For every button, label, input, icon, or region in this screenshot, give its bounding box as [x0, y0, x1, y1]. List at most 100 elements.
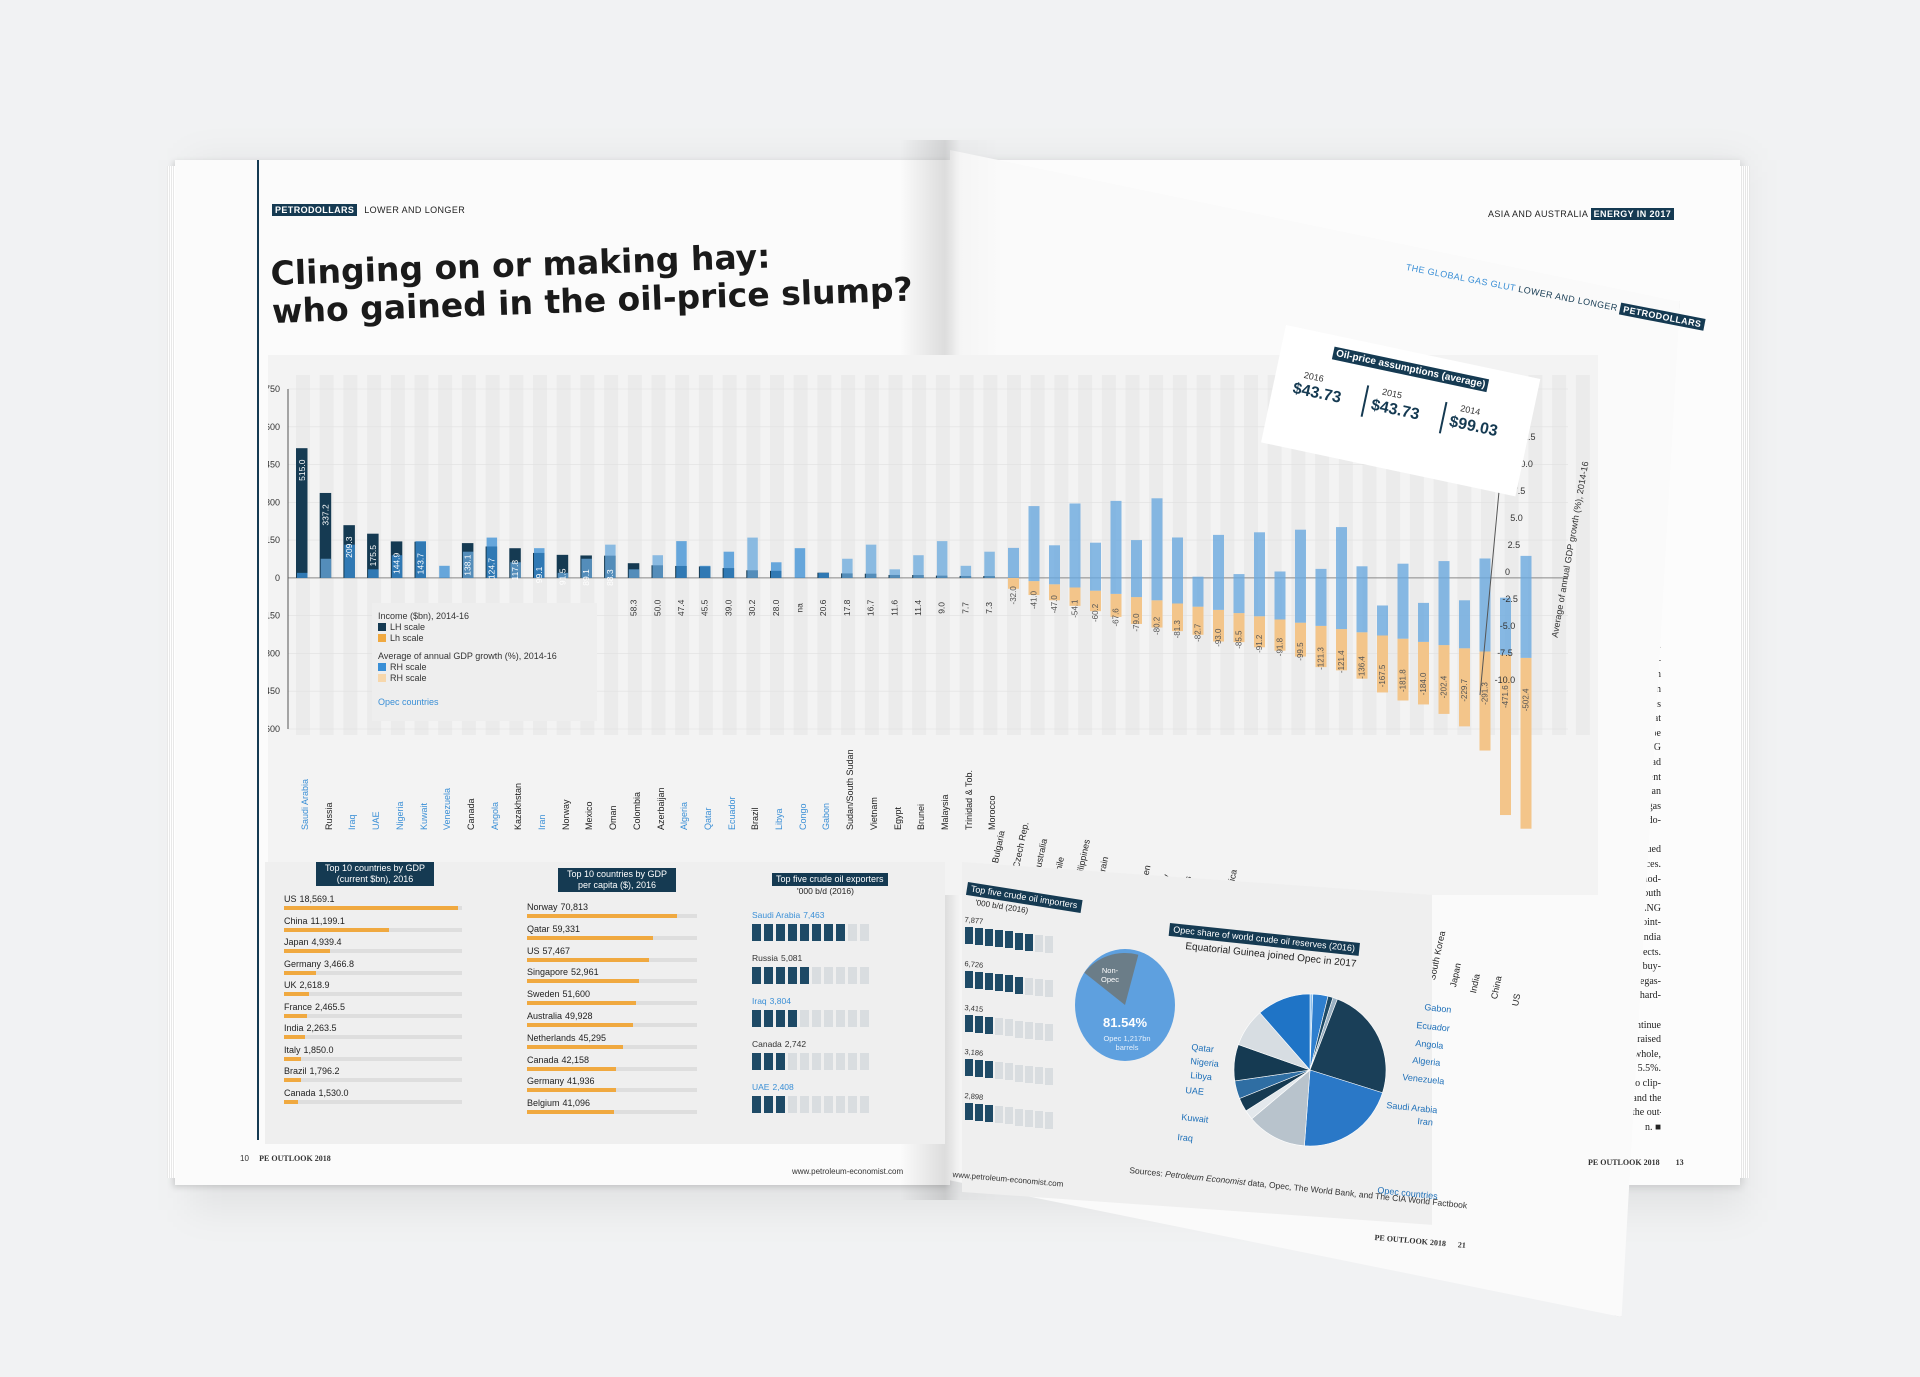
exporter-barrel — [788, 1010, 797, 1027]
gdp-value: 3,466.8 — [324, 958, 355, 969]
left-footer-url: www.petroleum-economist.com — [792, 1167, 904, 1176]
income-bar-importer — [1049, 584, 1060, 601]
gdp-growth-bar — [534, 548, 545, 578]
gdp-list-item: France 2,465.5 — [284, 1002, 345, 1012]
gdp-list-item: Italy 1,850.0 — [284, 1045, 334, 1055]
gdp-growth-bar-importer — [1151, 498, 1163, 601]
gdp-track — [284, 1035, 462, 1039]
exporter-barrel — [860, 967, 869, 984]
legend-swatch-lh — [378, 623, 386, 631]
income-data-label: 175.5 — [368, 545, 378, 567]
exporter-barrel — [800, 1053, 809, 1070]
legend-swatch-lh-neg — [378, 634, 386, 642]
right-header-tag: ENERGY IN 2017 — [1590, 208, 1675, 220]
importer-data-label: -60.2 — [1091, 603, 1100, 622]
importer-barrel — [985, 1061, 993, 1079]
y-tick-label: 150 — [268, 535, 280, 545]
country-label: UAE — [371, 811, 382, 830]
right-y-tick-label: -5.0 — [1500, 621, 1516, 631]
country-label: Trinidad & Tob. — [963, 769, 974, 830]
importer-data-label: -79.0 — [1132, 613, 1141, 632]
exporter-barrel — [836, 1053, 845, 1070]
income-data-label: 117.8 — [510, 560, 520, 581]
gdp-per-capita-country: Sweden — [527, 989, 560, 1000]
gdp-track — [284, 970, 462, 975]
gdp-value: 18,569.1 — [299, 894, 335, 904]
gdp-list-item: Japan 4,939.4 — [284, 937, 342, 947]
importer-data-label: -229.7 — [1460, 678, 1469, 701]
gdp-value: 1,796.2 — [309, 1066, 340, 1076]
y-tick-label: -150 — [268, 611, 280, 621]
exporter-barrel — [764, 1010, 773, 1027]
country-label: Iraq — [347, 814, 358, 830]
y-tick-label: 450 — [268, 460, 280, 470]
importer-barrel — [1005, 931, 1013, 949]
gdp-country: France — [284, 1001, 313, 1012]
income-bar-importer — [1131, 597, 1142, 624]
exporter-barrel — [776, 1053, 785, 1070]
gdp-per-capita-value: 41,096 — [562, 1098, 591, 1109]
importer-barrel — [1015, 1108, 1023, 1126]
gdp-growth-bar — [391, 555, 403, 578]
importer-barrel — [985, 1105, 993, 1123]
oil-value-2014: $99.03 — [1447, 413, 1500, 441]
importer-barrel — [1025, 1109, 1033, 1127]
importer-barrel — [1045, 935, 1053, 953]
gdp-list-item: Brazil 1,796.2 — [284, 1066, 340, 1076]
importer-data-label: -82.7 — [1194, 623, 1203, 642]
country-label: Brazil — [750, 807, 761, 830]
importer-barrel — [985, 929, 993, 947]
income-bar-importer — [1459, 648, 1470, 727]
oil-value-2015: $43.73 — [1369, 396, 1421, 424]
importer-barrel — [1035, 978, 1043, 996]
non-opec-label: Non-Opec — [1101, 966, 1119, 984]
gdp-per-capita-item: Belgium 41,096 — [527, 1098, 590, 1108]
exporter-barrel — [836, 1096, 845, 1113]
gdp-country: US — [284, 894, 297, 904]
legend-swatch-rh — [378, 663, 386, 671]
gdp-per-capita-item: Norway 70,813 — [527, 902, 588, 912]
exporter-country: Russia — [752, 953, 778, 963]
exporter-barrel — [752, 967, 761, 984]
importer-barrel — [1005, 975, 1013, 993]
income-data-label: 11.6 — [889, 600, 899, 616]
income-bar — [296, 448, 308, 578]
importer-barrel — [975, 1104, 983, 1122]
income-data-label: 9.0 — [937, 602, 947, 614]
gdp-per-capita-bar — [527, 979, 640, 984]
importer-data-label: -67.6 — [1112, 608, 1121, 627]
gdp-per-capita-value: 52,961 — [571, 967, 599, 978]
country-label: Brunei — [916, 803, 927, 830]
gdp-growth-bar — [889, 569, 900, 578]
importer-data-label: -93.0 — [1214, 628, 1223, 647]
country-label: Ecuador — [726, 796, 737, 830]
gdp-growth-bar-importer — [1274, 571, 1286, 620]
country-label: Colombia — [631, 791, 642, 830]
income-data-label: 88.3 — [605, 569, 615, 586]
chart-column-stripe — [912, 375, 927, 735]
left-footer-page: 10 PE OUTLOOK 2018 — [240, 1154, 331, 1163]
reserves-legend-label: Libya — [1189, 1070, 1213, 1083]
exporter-barrel — [860, 924, 869, 941]
importer-barrel — [1035, 1110, 1043, 1128]
exporter-barrel — [848, 967, 857, 984]
opec-share-value: 81.54% — [1103, 1015, 1148, 1030]
legend-opec-note: Opec countries — [378, 697, 439, 707]
right-header: ASIA AND AUSTRALIA ENERGY IN 2017 — [1488, 208, 1675, 220]
importer-barrel — [995, 930, 1003, 948]
gdp-country: Canada — [284, 1087, 316, 1098]
turn-page-number: 21 — [1457, 1240, 1467, 1250]
importer-data-label: -91.2 — [1255, 634, 1264, 653]
gdp-growth-bar-importer — [1008, 547, 1019, 578]
gdp-per-capita-item: Germany 41,936 — [527, 1076, 595, 1086]
gdp-per-capita-value: 45,295 — [578, 1032, 607, 1043]
exporter-barrel — [812, 924, 821, 941]
exporter-barrel — [752, 1053, 761, 1070]
income-bar — [556, 554, 569, 578]
gdp-bar — [284, 1078, 301, 1082]
oil-divider-2 — [1438, 401, 1447, 434]
chart-column-stripe — [651, 375, 666, 735]
income-data-label: 16.7 — [866, 599, 876, 616]
gdp-track — [284, 1099, 462, 1104]
gdp-bar — [284, 949, 331, 953]
